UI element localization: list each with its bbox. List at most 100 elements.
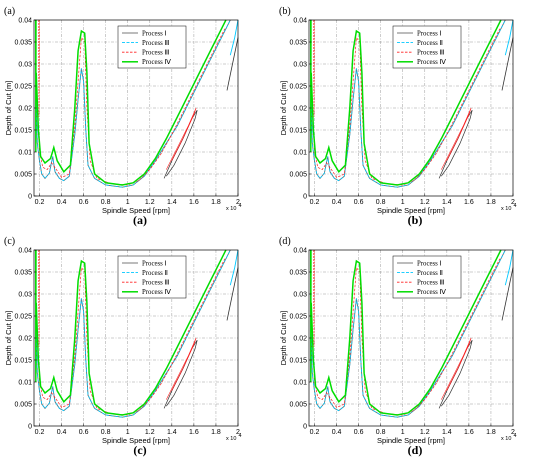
x-tick-label-4: 1	[401, 429, 405, 436]
lobe-process-3	[441, 107, 472, 170]
y-tick-label-4: 0.02	[293, 105, 307, 112]
x-tick-label-7: 1.6	[464, 429, 474, 436]
lobe-process-3	[441, 337, 472, 400]
panel-tag: (a)	[4, 6, 15, 17]
x-tick-label-3: 0.8	[376, 429, 386, 436]
right-process-2	[229, 249, 239, 286]
x-axis-label: Spindle Speed [rpm]	[377, 436, 445, 445]
x-tick-label-9: 2	[511, 429, 515, 436]
y-tick-label-0: 0	[28, 423, 32, 430]
panel-caption: (d)	[408, 443, 423, 457]
curve-process-4	[35, 249, 227, 416]
y-tick-label-3: 0.015	[289, 357, 307, 364]
x-axis-label: Spindle Speed [rpm]	[377, 206, 445, 215]
y-tick-label-2: 0.01	[293, 379, 307, 386]
y-axis-label: Depth of Cut [m]	[279, 311, 288, 366]
legend-label-3: Process Ⅲ	[417, 50, 444, 57]
y-tick-label-7: 0.035	[14, 39, 32, 46]
x-axis-label: Spindle Speed [rpm]	[102, 436, 170, 445]
x-tick-label-6: 1.4	[442, 429, 452, 436]
curve-process-2	[310, 249, 506, 418]
legend-label-4: Process Ⅳ	[417, 59, 446, 66]
y-tick-label-6: 0.03	[18, 291, 32, 298]
x-tick-label-8: 1.8	[211, 429, 221, 436]
y-tick-label-3: 0.015	[14, 127, 32, 134]
y-axis-label: Depth of Cut [m]	[4, 311, 13, 366]
y-tick-label-2: 0.01	[293, 149, 307, 156]
y-tick-label-4: 0.02	[18, 105, 32, 112]
y-tick-label-8: 0.04	[18, 247, 32, 254]
spike-process-3	[38, 249, 40, 347]
x-tick-label-1: 0.4	[332, 429, 342, 436]
panel-b: 0.2 0.4 0.6 0.8 1 1.2 1.4 1.6 1.8 2 0 0.005 0.01 0.01…	[275, 0, 550, 230]
y-tick-label-8: 0.04	[18, 17, 32, 24]
lobe-process-3	[166, 337, 197, 400]
x-tick-label-6: 1.4	[167, 429, 177, 436]
curve-process-2	[35, 249, 231, 418]
curve-process-4	[310, 249, 502, 416]
x-tick-label-5: 1.2	[420, 429, 430, 436]
x-tick-label-7: 1.6	[464, 199, 474, 206]
x-tick-label-0: 0.2	[310, 429, 320, 436]
y-tick-label-1: 0.005	[289, 401, 307, 408]
y-axis-label: Depth of Cut [m]	[4, 81, 13, 136]
x-tick-label-4: 1	[401, 199, 405, 206]
x-tick-label-3: 0.8	[101, 429, 111, 436]
right-process-2	[504, 249, 514, 286]
panel-caption: (c)	[133, 443, 146, 457]
panel-tag: (d)	[279, 236, 291, 247]
y-tick-label-0: 0	[303, 423, 307, 430]
right-process-2	[229, 19, 239, 56]
legend-label-4: Process Ⅳ	[142, 289, 171, 296]
x-tick-label-8: 1.8	[486, 199, 496, 206]
x-tick-label-9: 2	[511, 199, 515, 206]
spike-process-3	[313, 249, 315, 347]
curve-process-4	[35, 19, 227, 186]
x-tick-label-0: 0.2	[310, 199, 320, 206]
right-process-1	[501, 267, 514, 321]
y-tick-label-8: 0.04	[293, 17, 307, 24]
x-multiplier-exp: 4	[514, 433, 517, 439]
legend-label-3: Process Ⅲ	[142, 280, 169, 287]
y-tick-label-6: 0.03	[293, 291, 307, 298]
x-tick-label-7: 1.6	[189, 199, 199, 206]
y-tick-label-3: 0.015	[289, 127, 307, 134]
panel-caption: (a)	[133, 213, 147, 227]
legend-label-2: Process Ⅲ	[142, 40, 169, 47]
x-tick-label-2: 0.6	[354, 429, 364, 436]
x-multiplier: x 10	[501, 436, 511, 442]
x-tick-label-0: 0.2	[35, 199, 45, 206]
legend-label-4: Process Ⅳ	[417, 289, 446, 296]
y-tick-label-5: 0.025	[289, 313, 307, 320]
legend-label-2: Process Ⅱ	[417, 270, 443, 277]
chart-b: 0.2 0.4 0.6 0.8 1 1.2 1.4 1.6 1.8 2 0 0.005 0.01 0.01…	[279, 6, 517, 227]
legend-label-1: Process Ⅰ	[417, 30, 441, 37]
y-tick-label-0: 0	[28, 193, 32, 200]
x-tick-label-6: 1.4	[442, 199, 452, 206]
x-multiplier-exp: 4	[239, 433, 242, 439]
y-axis-label: Depth of Cut [m]	[279, 81, 288, 136]
panel-tag: (c)	[4, 236, 15, 247]
y-tick-label-7: 0.035	[289, 39, 307, 46]
x-multiplier-exp: 4	[239, 203, 242, 209]
x-tick-label-1: 0.4	[57, 429, 67, 436]
x-tick-label-1: 0.4	[57, 199, 67, 206]
y-tick-label-6: 0.03	[18, 61, 32, 68]
x-tick-label-2: 0.6	[79, 429, 89, 436]
y-tick-label-2: 0.01	[18, 149, 32, 156]
x-tick-label-9: 2	[236, 429, 240, 436]
x-multiplier: x 10	[501, 206, 511, 212]
legend-label-2: Process Ⅱ	[417, 40, 443, 47]
x-tick-label-7: 1.6	[189, 429, 199, 436]
y-tick-label-7: 0.035	[14, 269, 32, 276]
panel-c: 0.2 0.4 0.6 0.8 1 1.2 1.4 1.6 1.8 2 0 0.005 0.01 0.01…	[0, 230, 275, 460]
right-process-1	[226, 37, 239, 91]
y-tick-label-5: 0.025	[14, 313, 32, 320]
y-tick-label-5: 0.025	[289, 83, 307, 90]
x-tick-label-5: 1.2	[145, 429, 155, 436]
x-multiplier: x 10	[226, 436, 236, 442]
x-tick-label-4: 1	[126, 199, 130, 206]
x-tick-label-4: 1	[126, 429, 130, 436]
panel-d: 0.2 0.4 0.6 0.8 1 1.2 1.4 1.6 1.8 2 0 0.005 0.01 0.01…	[275, 230, 550, 460]
